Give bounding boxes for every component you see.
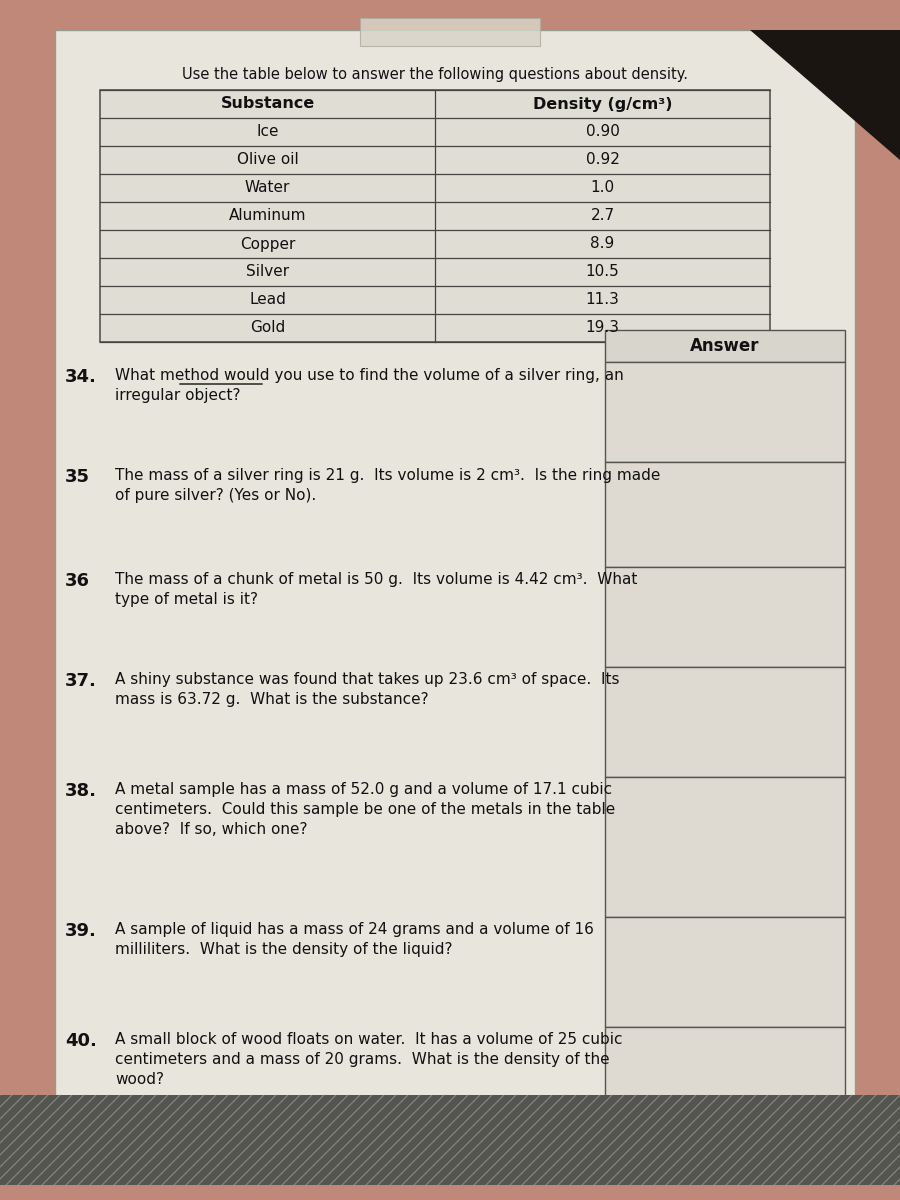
Bar: [605, 1027, 845, 1147]
Text: Density (g/cm³): Density (g/cm³): [533, 96, 672, 112]
Bar: [100, 90, 770, 342]
Text: Ice: Ice: [256, 125, 279, 139]
Text: centimeters and a mass of 20 grams.  What is the density of the: centimeters and a mass of 20 grams. What…: [115, 1052, 609, 1067]
Text: The mass of a chunk of metal is 50 g.  Its volume is 4.42 cm³.  What: The mass of a chunk of metal is 50 g. It…: [115, 572, 637, 587]
Text: The mass of a silver ring is 21 g.  Its volume is 2 cm³.  Is the ring made: The mass of a silver ring is 21 g. Its v…: [115, 468, 661, 482]
Text: 2.7: 2.7: [590, 209, 615, 223]
Text: 37.: 37.: [65, 672, 97, 690]
Text: type of metal is it?: type of metal is it?: [115, 592, 258, 607]
Text: 36: 36: [65, 572, 90, 590]
Text: Silver: Silver: [246, 264, 289, 280]
Bar: [55, 30, 855, 1120]
Text: Water: Water: [245, 180, 290, 196]
Polygon shape: [750, 30, 900, 160]
Text: A sample of liquid has a mass of 24 grams and a volume of 16: A sample of liquid has a mass of 24 gram…: [115, 922, 594, 937]
Text: Gold: Gold: [250, 320, 285, 336]
Text: Olive oil: Olive oil: [237, 152, 299, 168]
Text: milliliters.  What is the density of the liquid?: milliliters. What is the density of the …: [115, 942, 453, 958]
Bar: [605, 917, 845, 1027]
Text: 38.: 38.: [65, 782, 97, 800]
Text: 8.9: 8.9: [590, 236, 615, 252]
Text: Aluminum: Aluminum: [229, 209, 306, 223]
Text: mass is 63.72 g.  What is the substance?: mass is 63.72 g. What is the substance?: [115, 692, 428, 707]
Text: A metal sample has a mass of 52.0 g and a volume of 17.1 cubic: A metal sample has a mass of 52.0 g and …: [115, 782, 612, 797]
Text: 0.92: 0.92: [586, 152, 619, 168]
Bar: [605, 462, 845, 566]
Text: 0.90: 0.90: [586, 125, 619, 139]
Text: irregular object?: irregular object?: [115, 388, 240, 403]
Text: 39.: 39.: [65, 922, 97, 940]
Text: wood?: wood?: [115, 1072, 164, 1087]
Bar: [605, 330, 845, 362]
Text: 35: 35: [65, 468, 90, 486]
Text: 34.: 34.: [65, 368, 97, 386]
Text: 40.: 40.: [65, 1032, 97, 1050]
Bar: [605, 778, 845, 917]
Text: 11.3: 11.3: [586, 293, 619, 307]
Bar: [360, 18, 540, 46]
Text: 19.3: 19.3: [586, 320, 619, 336]
Text: Substance: Substance: [220, 96, 315, 112]
Text: above?  If so, which one?: above? If so, which one?: [115, 822, 308, 838]
Text: 1.0: 1.0: [590, 180, 615, 196]
Text: 10.5: 10.5: [586, 264, 619, 280]
Text: of pure silver? (Yes or No).: of pure silver? (Yes or No).: [115, 488, 316, 503]
Bar: [605, 566, 845, 667]
Bar: [0, 1094, 900, 1186]
Text: Answer: Answer: [690, 337, 760, 355]
Text: Use the table below to answer the following questions about density.: Use the table below to answer the follow…: [182, 67, 688, 82]
Text: What method would you use to find the volume of a silver ring, an: What method would you use to find the vo…: [115, 368, 624, 383]
Bar: [605, 667, 845, 778]
Text: A shiny substance was found that takes up 23.6 cm³ of space.  Its: A shiny substance was found that takes u…: [115, 672, 619, 686]
Bar: [605, 362, 845, 462]
Text: centimeters.  Could this sample be one of the metals in the table: centimeters. Could this sample be one of…: [115, 802, 616, 817]
Text: Lead: Lead: [249, 293, 286, 307]
Text: Copper: Copper: [239, 236, 295, 252]
Text: A small block of wood floats on water.  It has a volume of 25 cubic: A small block of wood floats on water. I…: [115, 1032, 623, 1046]
